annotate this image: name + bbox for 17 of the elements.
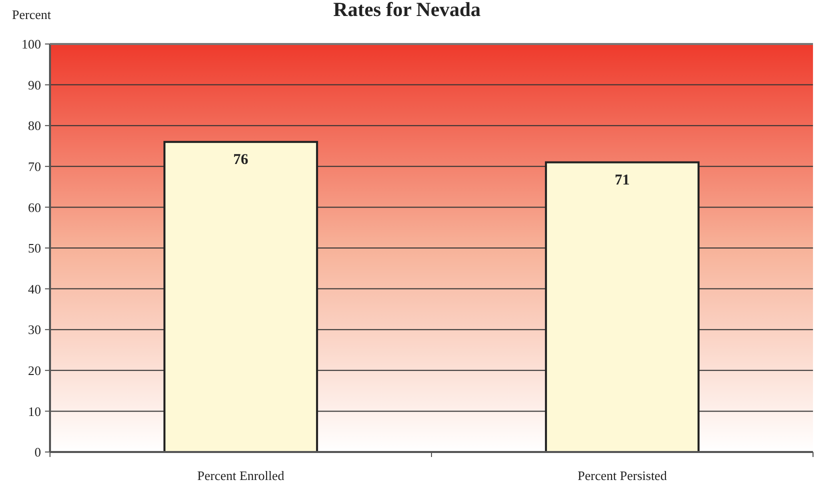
y-tick-label: 90 <box>28 77 41 92</box>
y-axis-title: Percent <box>12 7 52 22</box>
data-label: 71 <box>614 172 630 188</box>
y-tick-label: 60 <box>28 200 41 215</box>
y-tick-label: 80 <box>28 118 41 134</box>
y-tick-label: 0 <box>34 444 41 460</box>
y-tick-label: 20 <box>28 362 41 378</box>
y-tick-label: 50 <box>28 240 41 256</box>
x-tick-label: Percent Enrolled <box>197 468 285 483</box>
x-tick-label: Percent Persisted <box>578 468 668 483</box>
chart-title: Rates for Nevada <box>333 0 481 21</box>
y-tick-label: 70 <box>28 158 41 174</box>
data-label: 76 <box>233 152 249 168</box>
y-tick-label: 40 <box>28 281 41 296</box>
y-tick-label: 100 <box>22 36 41 52</box>
y-tick-label: 10 <box>28 404 41 419</box>
y-tick-label: 30 <box>28 322 41 338</box>
